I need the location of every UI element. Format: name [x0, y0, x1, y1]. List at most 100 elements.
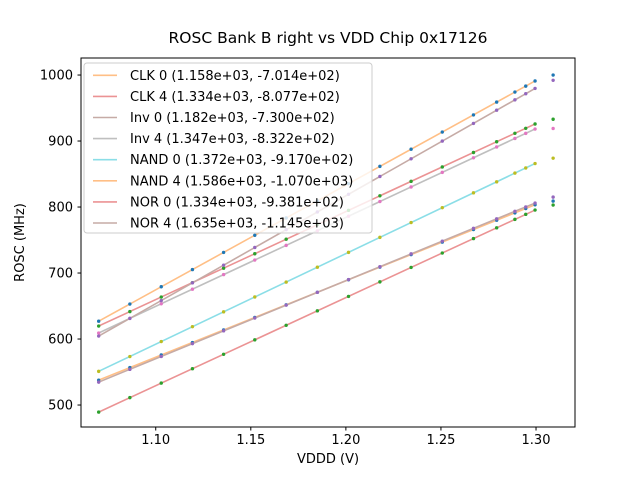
data-point-nor-4 — [533, 86, 537, 91]
data-point-nand-0 — [315, 265, 320, 269]
data-point-nor-0 — [190, 367, 195, 371]
data-point-nor-4 — [494, 108, 499, 112]
data-point-nand-0 — [96, 369, 101, 374]
data-point-nand-0 — [346, 250, 351, 255]
data-point-inv-4 — [284, 243, 288, 248]
data-point-inv-0 — [96, 380, 101, 384]
data-point-inv-0 — [253, 316, 257, 320]
data-point-nor-4 — [378, 174, 382, 179]
chart-title: ROSC Bank B right vs VDD Chip 0x17126 — [169, 29, 488, 47]
data-point-clk-4 — [378, 194, 382, 198]
data-point-nor-0 — [253, 338, 257, 342]
data-point-nor-4 — [253, 245, 257, 250]
outlier-point-inv-4 — [551, 126, 555, 131]
x-tick-label: 1.30 — [522, 433, 551, 448]
data-point-nor-4 — [128, 316, 132, 321]
legend-label-clk-4: CLK 4 (1.334e+03, -8.077e+02) — [130, 90, 340, 105]
data-point-inv-4 — [440, 170, 444, 175]
data-point-nor-0 — [128, 395, 132, 400]
data-point-nor-0 — [524, 212, 528, 217]
data-point-nor-4 — [471, 121, 476, 126]
data-point-inv-0 — [128, 367, 132, 372]
data-point-clk-4 — [221, 266, 226, 270]
data-point-inv-0 — [533, 201, 537, 205]
data-point-clk-4 — [128, 309, 132, 314]
data-point-clk-4 — [253, 252, 257, 256]
x-tick-label: 1.10 — [141, 433, 170, 448]
data-point-inv-4 — [159, 302, 163, 306]
data-point-inv-0 — [440, 239, 444, 243]
data-point-nor-4 — [159, 298, 163, 303]
x-tick-label: 1.15 — [236, 433, 265, 448]
data-point-nor-4 — [524, 92, 528, 96]
legend-label-clk-0: CLK 0 (1.158e+03, -7.014e+02) — [130, 69, 340, 84]
outlier-point-nand-4 — [551, 73, 555, 77]
outlier-point-clk-4 — [551, 117, 555, 121]
data-point-nand-0 — [128, 354, 132, 359]
data-point-nand-4 — [96, 319, 101, 323]
data-point-nand-0 — [494, 180, 499, 184]
data-point-inv-0 — [315, 290, 320, 295]
data-point-nand-0 — [284, 280, 288, 284]
data-point-nand-0 — [159, 339, 163, 344]
plot-border — [80, 57, 576, 428]
data-point-clk-4 — [533, 122, 537, 126]
data-point-nand-4 — [513, 90, 517, 94]
data-point-nor-0 — [471, 236, 476, 241]
x-tick-label: 1.20 — [331, 433, 360, 448]
outlier-point-nor-0 — [551, 203, 555, 207]
data-point-nand-0 — [533, 161, 537, 166]
data-point-nand-0 — [253, 295, 257, 299]
data-point-nand-4 — [159, 285, 163, 289]
outlier-point-nand-0 — [551, 156, 555, 160]
data-point-nand-4 — [221, 250, 226, 255]
x-axis-label: VDDD (V) — [297, 452, 359, 467]
data-point-nor-0 — [533, 208, 537, 212]
data-point-nor-4 — [440, 139, 444, 143]
data-point-inv-4 — [533, 127, 537, 131]
data-point-inv-0 — [284, 303, 288, 307]
data-point-inv-0 — [221, 329, 226, 333]
data-point-inv-4 — [471, 156, 476, 160]
data-point-inv-4 — [96, 331, 101, 335]
data-point-inv-0 — [378, 264, 382, 269]
y-tick-label: 800 — [48, 201, 73, 216]
data-point-nand-0 — [409, 220, 413, 225]
outlier-point-clk-0 — [551, 199, 555, 203]
data-point-nor-0 — [440, 251, 444, 255]
data-point-nor-4 — [221, 263, 226, 267]
data-point-nand-4 — [128, 302, 132, 306]
data-point-nor-0 — [159, 381, 163, 385]
data-point-clk-4 — [471, 150, 476, 155]
data-point-nor-0 — [494, 226, 499, 230]
data-point-nand-4 — [409, 147, 413, 151]
data-point-nand-0 — [471, 191, 476, 195]
data-point-inv-0 — [524, 205, 528, 209]
data-point-nand-0 — [513, 171, 517, 175]
outlier-point-inv-0 — [551, 195, 555, 199]
data-point-nand-4 — [440, 130, 444, 134]
data-point-clk-4 — [284, 237, 288, 241]
legend-label-inv-0: Inv 0 (1.182e+03, -7.300e+02) — [130, 111, 335, 126]
data-point-nor-4 — [409, 157, 413, 161]
data-point-nand-4 — [190, 267, 195, 272]
data-point-nand-4 — [524, 84, 528, 88]
data-point-nand-0 — [190, 324, 195, 329]
data-point-nor-0 — [221, 352, 226, 356]
data-point-inv-4 — [253, 258, 257, 262]
legend-label-nand-0: NAND 0 (1.372e+03, -9.170e+02) — [130, 153, 353, 168]
data-point-nand-4 — [494, 100, 499, 104]
data-point-inv-0 — [513, 209, 517, 214]
y-tick-label: 700 — [48, 267, 73, 282]
data-point-nor-0 — [378, 280, 382, 284]
y-tick-label: 1000 — [40, 69, 73, 84]
data-point-clk-4 — [494, 140, 499, 144]
data-point-inv-0 — [471, 226, 476, 231]
data-point-nor-4 — [96, 334, 101, 338]
data-point-nor-0 — [513, 217, 517, 222]
data-point-clk-4 — [513, 131, 517, 136]
data-point-nand-4 — [471, 113, 476, 117]
data-point-clk-4 — [409, 179, 413, 184]
data-point-inv-4 — [524, 131, 528, 136]
